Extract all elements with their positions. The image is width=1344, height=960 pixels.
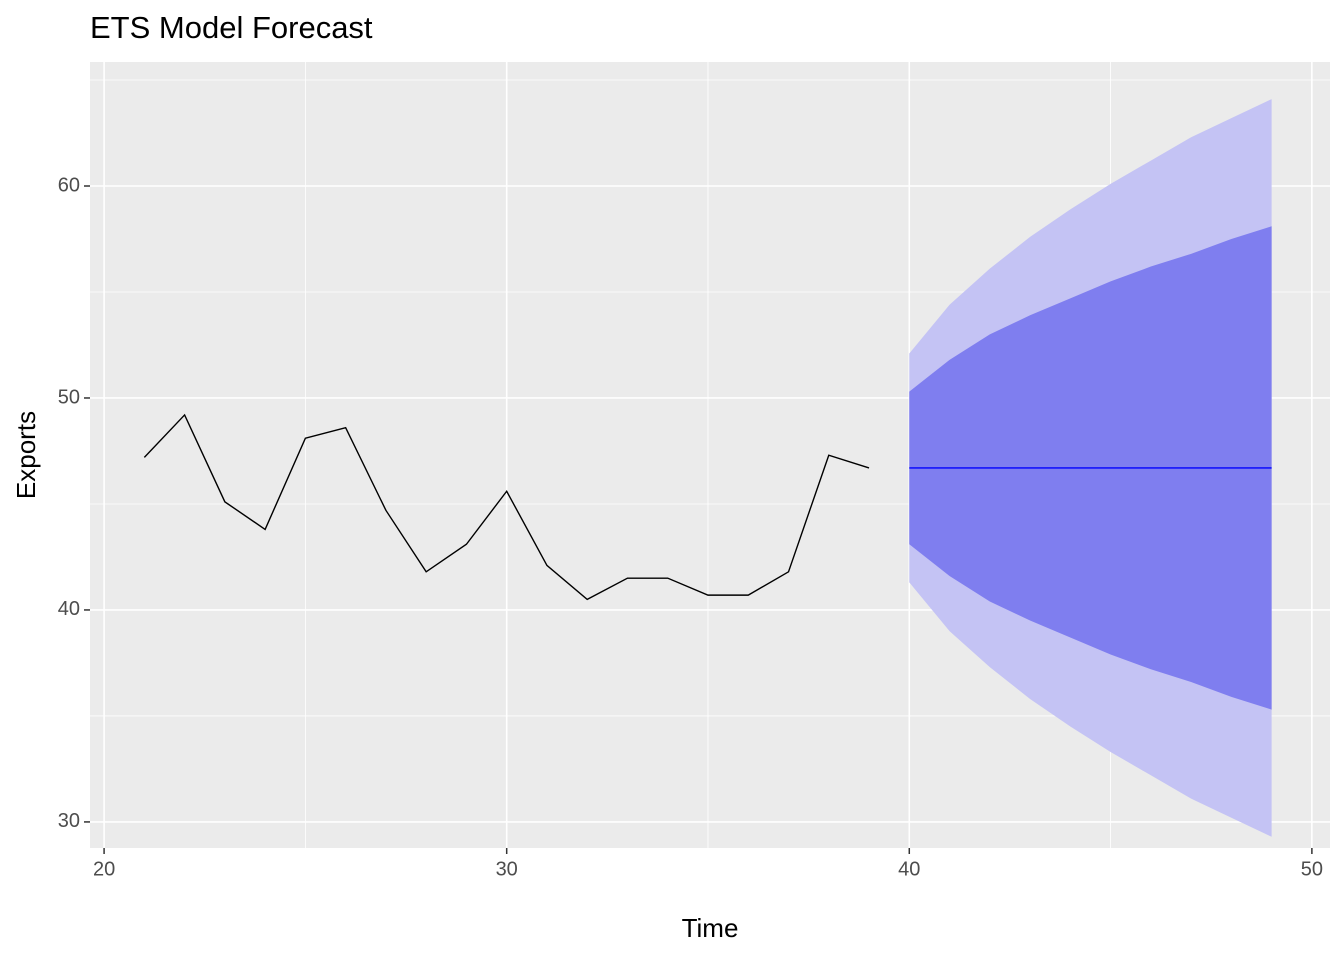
y-tick-label: 40 — [58, 598, 80, 620]
x-tick-label: 40 — [898, 858, 920, 880]
y-tick-label: 30 — [58, 810, 80, 832]
y-tick-label: 60 — [58, 174, 80, 196]
x-axis-title: Time — [682, 913, 739, 943]
x-tick-label: 50 — [1301, 858, 1323, 880]
series-line — [143, 413, 870, 601]
x-tick-label: 20 — [93, 858, 115, 880]
chart-title: ETS Model Forecast — [90, 10, 373, 45]
y-tick-label: 50 — [58, 386, 80, 408]
x-tick-label: 30 — [496, 858, 518, 880]
y-axis-title: Exports — [11, 411, 41, 499]
